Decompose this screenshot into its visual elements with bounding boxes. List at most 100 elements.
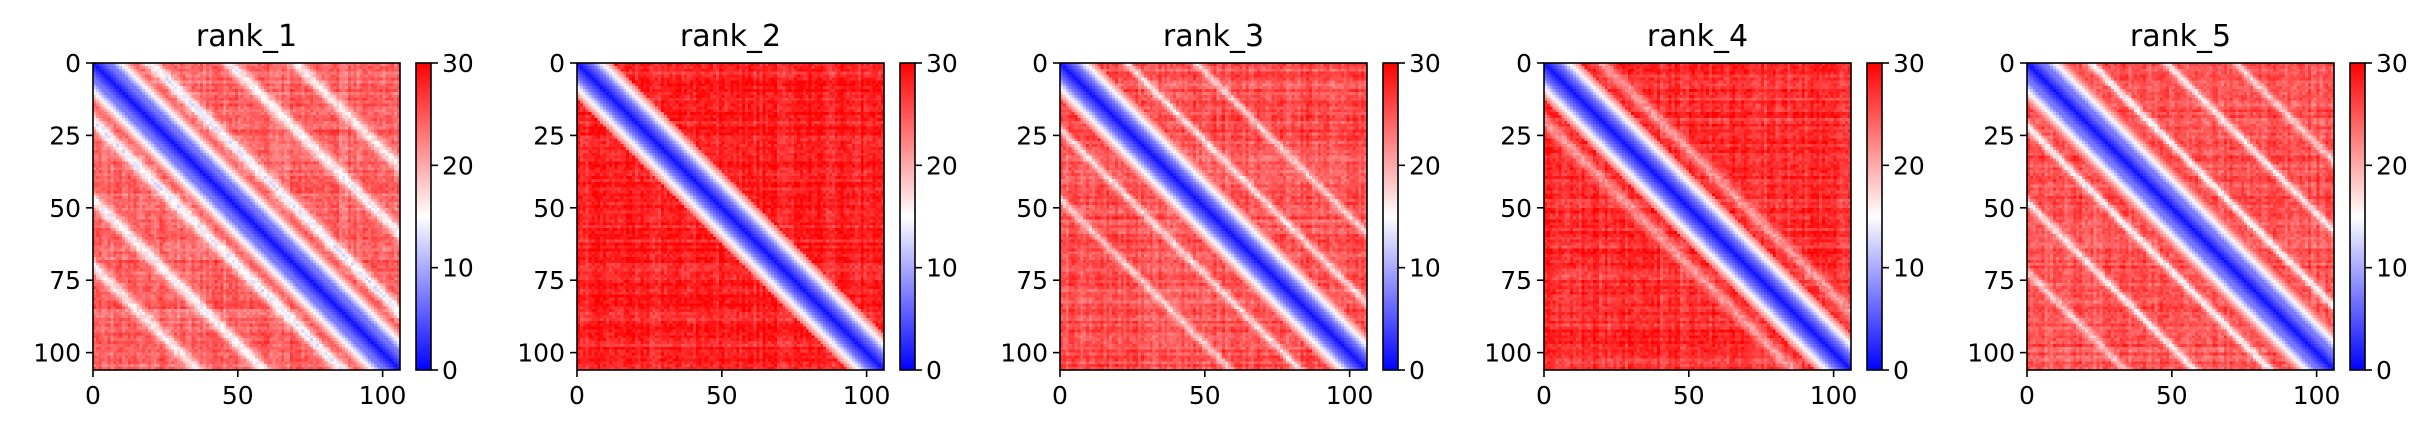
heatmap-cell [99, 72, 102, 75]
heatmap-cell [371, 80, 374, 83]
heatmap-cell [134, 77, 137, 80]
heatmap-cell [357, 75, 360, 78]
heatmap-cell [238, 66, 241, 69]
heatmap-cell [128, 80, 131, 83]
heatmap-cell [339, 66, 342, 69]
heatmap-cell [304, 75, 307, 78]
heatmap-cell [107, 86, 110, 89]
heatmap-cell [180, 77, 183, 80]
heatmap-cell [119, 83, 122, 86]
heatmap-cell [328, 75, 331, 78]
heatmap-cell [278, 75, 281, 78]
heatmap-cell [319, 89, 322, 92]
heatmap-cell [139, 89, 142, 92]
heatmap-cell [330, 66, 333, 69]
heatmap-cell [116, 75, 119, 78]
heatmap-cell [336, 89, 339, 92]
heatmap-cell [299, 92, 302, 95]
heatmap-cell [99, 75, 102, 78]
heatmap-cell [293, 77, 296, 80]
heatmap-cell [278, 83, 281, 86]
heatmap-cell [125, 69, 128, 72]
heatmap-cell [302, 72, 305, 75]
heatmap-cell [354, 86, 357, 89]
heatmap-cell [113, 89, 116, 92]
heatmap-cell [148, 75, 151, 78]
heatmap-cell [258, 89, 261, 92]
heatmap-cell [223, 89, 226, 92]
heatmap-cell [209, 98, 212, 101]
heatmap-cell [322, 80, 325, 83]
heatmap-cell [206, 92, 209, 95]
heatmap-cell [377, 75, 380, 78]
heatmap-cell [394, 75, 397, 78]
heatmap-cell [249, 80, 252, 83]
heatmap-cell [290, 72, 293, 75]
heatmap-cell [304, 95, 307, 98]
heatmap-cell [287, 80, 290, 83]
heatmap-cell [333, 77, 336, 80]
heatmap-cell [174, 75, 177, 78]
heatmap-cell [229, 83, 232, 86]
heatmap-cell [342, 83, 345, 86]
heatmap-cell [136, 83, 139, 86]
heatmap-cell [107, 92, 110, 95]
heatmap-cell [365, 86, 368, 89]
heatmap-cell [270, 83, 273, 86]
heatmap-cell [261, 92, 264, 95]
heatmap-cell [134, 80, 137, 83]
heatmap-cell [194, 86, 197, 89]
heatmap-cell [99, 86, 102, 89]
heatmap-cell [267, 66, 270, 69]
heatmap-cell [125, 77, 128, 80]
heatmap-cell [249, 69, 252, 72]
heatmap-cell [189, 66, 192, 69]
heatmap-cell [264, 86, 267, 89]
heatmap-cell [113, 69, 116, 72]
heatmap-cell [209, 75, 212, 78]
heatmap-cell [99, 83, 102, 86]
heatmap-cell [212, 95, 215, 98]
heatmap-cell [165, 83, 168, 86]
heatmap-cell [273, 69, 276, 72]
heatmap-cell [142, 66, 145, 69]
heatmap-cell [258, 92, 261, 95]
heatmap-cell [339, 86, 342, 89]
heatmap-cell [345, 95, 348, 98]
heatmap-cell [261, 72, 264, 75]
heatmap-cell [174, 72, 177, 75]
heatmap-cell [110, 92, 113, 95]
heatmap-cell [116, 80, 119, 83]
heatmap-cell [330, 89, 333, 92]
heatmap-cell [105, 75, 108, 78]
heatmap-cell [310, 80, 313, 83]
heatmap-cell [377, 89, 380, 92]
heatmap-cell [163, 95, 166, 98]
heatmap-cell [128, 98, 131, 101]
heatmap-cell [200, 72, 203, 75]
heatmap-cell [171, 86, 174, 89]
heatmap-cell [189, 72, 192, 75]
heatmap-cell [125, 72, 128, 75]
heatmap-cell [131, 89, 134, 92]
heatmap-cell [302, 69, 305, 72]
heatmap-cell [238, 92, 241, 95]
heatmap-cell [163, 75, 166, 78]
heatmap-cell [304, 83, 307, 86]
heatmap-cell [131, 98, 134, 101]
heatmap-cell [105, 72, 108, 75]
heatmap-cell [313, 95, 316, 98]
heatmap-cell [307, 69, 310, 72]
heatmap-cell [154, 95, 157, 98]
heatmap-cell [134, 75, 137, 78]
heatmap-cell [171, 80, 174, 83]
heatmap-cell [105, 69, 108, 72]
heatmap-cell [102, 98, 105, 101]
heatmap-cell [348, 89, 351, 92]
heatmap-cell [107, 75, 110, 78]
heatmap-cell [102, 80, 105, 83]
heatmap-cell [154, 98, 157, 101]
heatmap-cell [215, 72, 218, 75]
heatmap-cell [351, 83, 354, 86]
heatmap-cell [264, 92, 267, 95]
